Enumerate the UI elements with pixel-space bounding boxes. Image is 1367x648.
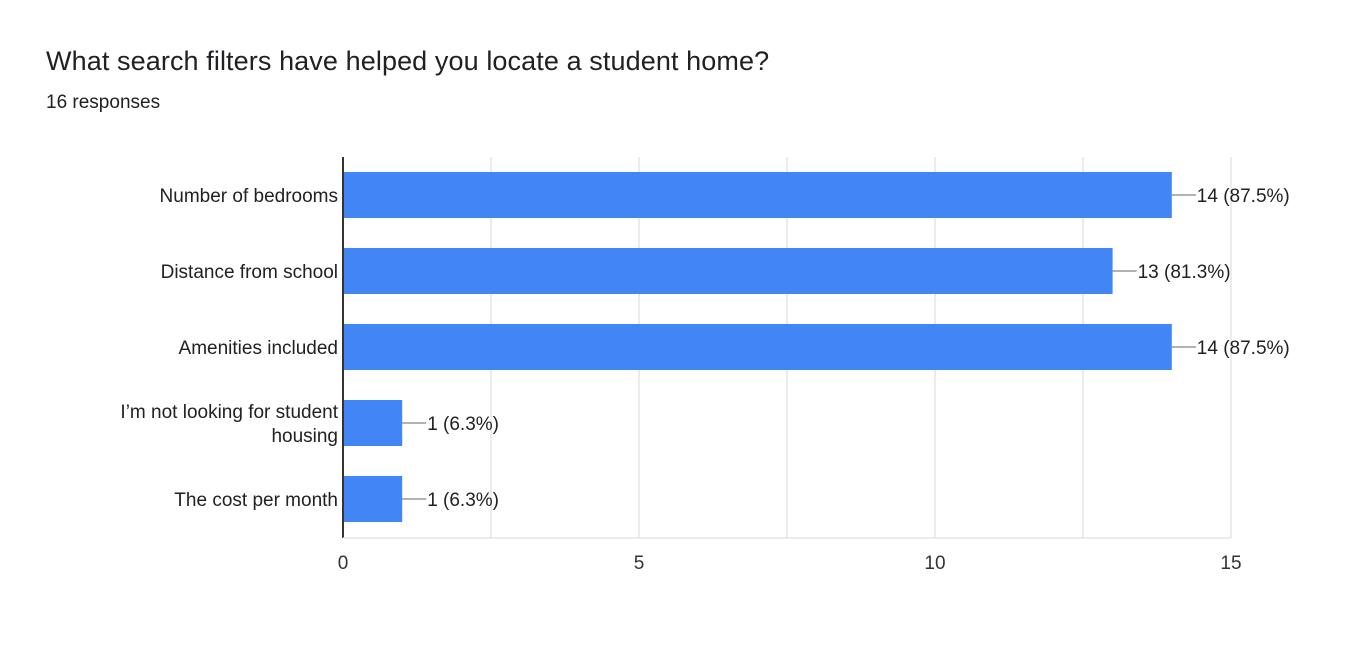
x-tick-label: 0 (338, 553, 349, 574)
category-label: Amenities included (179, 338, 338, 359)
x-tick-label: 10 (924, 553, 945, 574)
axes: 0 5 10 15 (338, 157, 1242, 574)
data-label: 14 (87.5%) (1197, 186, 1290, 207)
labels: 14 (87.5%) Number of bedrooms 13 (81.3%) Di… (120, 186, 1289, 511)
data-label: 1 (6.3%) (427, 414, 499, 435)
bar (343, 172, 1172, 218)
bar (343, 400, 403, 446)
category-label: The cost per month (174, 490, 338, 511)
x-tick-label: 15 (1220, 553, 1241, 574)
category-label: housing (271, 426, 338, 447)
bar (343, 324, 1172, 370)
data-label: 14 (87.5%) (1197, 338, 1290, 359)
data-label: 1 (6.3%) (427, 490, 499, 511)
category-label: Number of bedrooms (160, 186, 338, 207)
bars (343, 172, 1172, 522)
bar (343, 476, 403, 522)
category-label: I’m not looking for student (120, 402, 338, 423)
category-label: Distance from school (161, 262, 338, 283)
chart-title: What search filters have helped you loca… (46, 46, 770, 76)
x-tick-label: 5 (634, 553, 645, 574)
response-count: 16 responses (46, 92, 161, 113)
data-label: 13 (81.3%) (1138, 262, 1231, 283)
bar (343, 248, 1113, 294)
